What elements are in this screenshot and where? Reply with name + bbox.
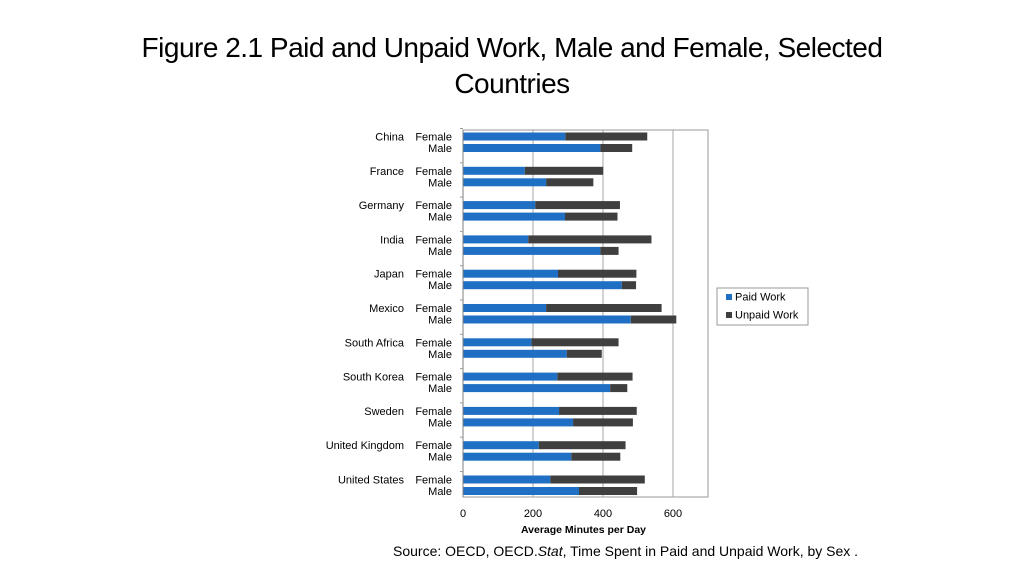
sex-label-france-male: Male	[428, 177, 452, 189]
slide-title-line-1: Figure 2.1 Paid and Unpaid Work, Male an…	[141, 32, 883, 63]
country-label-south-korea: South Korea	[343, 372, 405, 384]
bar-paid-south-africa-female	[463, 338, 532, 347]
bar-unpaid-mexico-male	[630, 315, 677, 324]
bar-paid-south-africa-male	[463, 349, 567, 358]
sex-label-united-states-male: Male	[428, 486, 452, 498]
country-label-japan: Japan	[374, 269, 404, 281]
bar-paid-mexico-female	[463, 304, 547, 312]
bar-unpaid-mexico-female	[546, 304, 662, 312]
bar-paid-united-kingdom-female	[463, 441, 539, 450]
sex-label-sweden-female: Female	[415, 406, 452, 418]
x-tick-label-400: 400	[594, 508, 612, 520]
bar-unpaid-united-kingdom-female	[538, 441, 626, 450]
bar-paid-south-korea-female	[463, 372, 558, 381]
bar-unpaid-south-korea-female	[557, 372, 633, 381]
legend-label-unpaid: Unpaid Work	[735, 310, 799, 322]
country-label-india: India	[380, 234, 405, 246]
bar-paid-france-female	[463, 166, 525, 175]
bar-paid-sweden-female	[463, 406, 560, 415]
country-label-united-states: United States	[338, 475, 405, 487]
source-italic: Stat	[537, 543, 563, 559]
bar-paid-south-korea-male	[463, 384, 611, 393]
source-note: Source: OECD, OECD.Stat, Time Spent in P…	[393, 543, 858, 559]
bar-paid-sweden-male	[463, 418, 574, 427]
bar-paid-india-male	[463, 246, 601, 255]
bar-unpaid-south-africa-male	[566, 349, 602, 358]
bar-unpaid-sweden-female	[559, 406, 637, 415]
country-label-united-kingdom: United Kingdom	[326, 440, 404, 452]
legend-swatch-paid	[726, 294, 732, 300]
x-tick-label-200: 200	[524, 508, 542, 520]
sex-label-south-africa-female: Female	[415, 337, 452, 349]
sex-label-india-female: Female	[415, 234, 452, 246]
bar-paid-india-female	[463, 235, 529, 244]
bar-paid-japan-male	[463, 281, 622, 290]
sex-label-japan-female: Female	[415, 269, 452, 281]
bar-paid-japan-female	[463, 269, 558, 278]
bar-unpaid-china-male	[600, 144, 633, 152]
sex-label-south-korea-male: Male	[428, 383, 452, 395]
country-label-south-africa: South Africa	[345, 337, 405, 349]
source-suffix: , Time Spent in Paid and Unpaid Work, by…	[562, 543, 859, 559]
bar-unpaid-united-kingdom-male	[571, 452, 621, 461]
slide-title: Figure 2.1 Paid and Unpaid Work, Male an…	[0, 30, 1024, 102]
sex-label-united-kingdom-female: Female	[415, 440, 452, 452]
sex-label-united-kingdom-male: Male	[428, 452, 452, 464]
bar-unpaid-japan-male	[621, 281, 637, 290]
sex-label-germany-male: Male	[428, 212, 452, 224]
bar-paid-germany-male	[463, 212, 565, 221]
sex-label-india-male: Male	[428, 246, 452, 258]
sex-label-japan-male: Male	[428, 280, 452, 292]
bar-unpaid-sweden-male	[573, 418, 633, 427]
sex-label-united-states-female: Female	[415, 475, 452, 487]
sex-label-mexico-female: Female	[415, 303, 452, 315]
bar-unpaid-germany-male	[565, 212, 618, 221]
country-label-germany: Germany	[359, 200, 405, 212]
sex-label-south-korea-female: Female	[415, 372, 452, 384]
country-label-china: China	[375, 132, 405, 144]
bar-unpaid-south-korea-male	[610, 384, 628, 393]
legend-label-paid: Paid Work	[735, 292, 786, 304]
x-axis-title: Average Minutes per Day	[521, 524, 646, 536]
bar-paid-mexico-male	[463, 315, 631, 324]
country-label-sweden: Sweden	[364, 406, 404, 418]
bar-paid-china-male	[463, 144, 601, 152]
bar-paid-germany-female	[463, 201, 536, 210]
slide-title-line-2: Countries	[454, 68, 570, 99]
bar-unpaid-france-female	[524, 166, 604, 175]
bar-unpaid-france-male	[546, 178, 594, 187]
bar-unpaid-germany-female	[535, 201, 620, 210]
country-label-mexico: Mexico	[369, 303, 404, 315]
bar-unpaid-japan-female	[558, 269, 637, 278]
sex-label-china-female: Female	[415, 132, 452, 144]
country-label-france: France	[370, 166, 404, 178]
bar-unpaid-india-male	[600, 246, 619, 255]
sex-label-south-africa-male: Male	[428, 349, 452, 361]
bar-unpaid-united-states-female	[550, 475, 645, 484]
bar-unpaid-india-female	[528, 235, 652, 244]
sex-label-sweden-male: Male	[428, 417, 452, 429]
source-prefix: Source: OECD, OECD.	[393, 543, 538, 559]
legend-swatch-unpaid	[726, 312, 732, 318]
sex-label-mexico-male: Male	[428, 315, 452, 327]
bar-unpaid-china-female	[565, 132, 648, 141]
bar-paid-france-male	[463, 178, 547, 187]
bar-paid-united-states-male	[463, 487, 579, 495]
legend-box	[716, 287, 809, 326]
x-tick-label-600: 600	[664, 508, 682, 520]
bar-paid-united-kingdom-male	[463, 452, 572, 461]
bar-paid-united-states-female	[463, 475, 551, 484]
sex-label-china-male: Male	[428, 143, 452, 155]
bar-unpaid-south-africa-female	[531, 338, 619, 347]
x-tick-label-0: 0	[460, 508, 466, 520]
sex-label-france-female: Female	[415, 166, 452, 178]
bar-paid-china-female	[463, 132, 566, 141]
sex-label-germany-female: Female	[415, 200, 452, 212]
bar-unpaid-united-states-male	[579, 487, 638, 495]
